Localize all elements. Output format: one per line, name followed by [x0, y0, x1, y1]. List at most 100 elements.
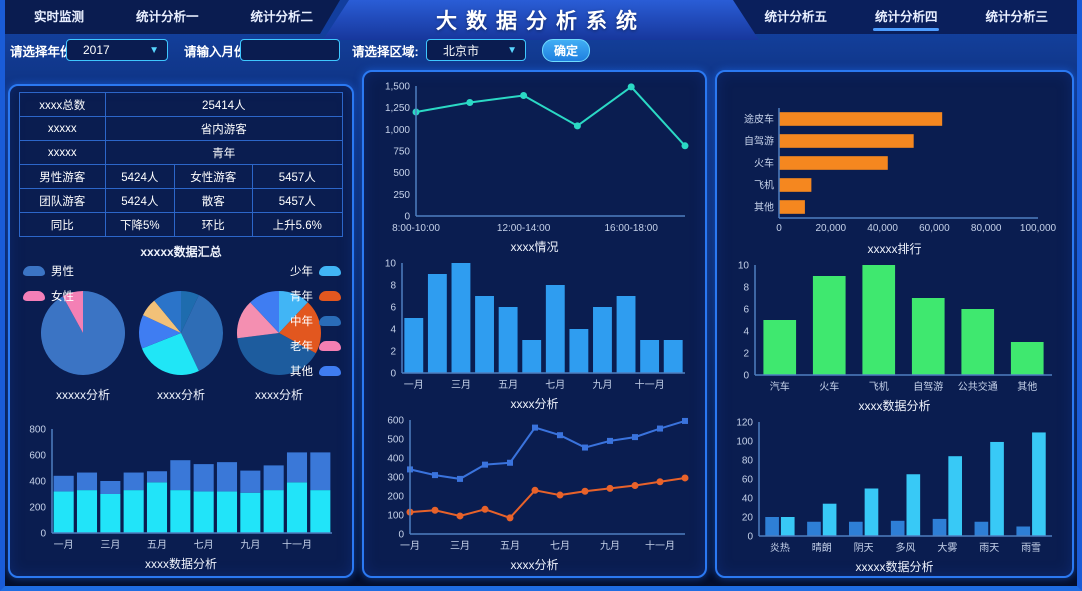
month-input[interactable] — [240, 39, 340, 61]
svg-text:500: 500 — [393, 168, 410, 179]
svg-text:6: 6 — [390, 303, 396, 314]
nav-group-right: 统计分析五 统计分析四 统计分析三 — [764, 0, 1048, 34]
svg-text:火车: 火车 — [819, 380, 839, 393]
table-cell: xxxxx — [20, 141, 106, 165]
gender-pie — [40, 290, 126, 376]
svg-text:4: 4 — [743, 327, 749, 338]
female-legend-chip — [23, 291, 45, 301]
svg-text:三月: 三月 — [451, 379, 471, 391]
svg-text:60,000: 60,000 — [919, 223, 950, 234]
gender-legend: 男性 女性 — [23, 263, 74, 304]
svg-text:七月: 七月 — [545, 379, 565, 391]
svg-text:晴朗: 晴朗 — [812, 541, 832, 554]
nav-group-left: 实时监测 统计分析一 统计分析二 — [34, 0, 313, 34]
svg-text:4: 4 — [390, 325, 396, 336]
year-select[interactable]: 2017 ▼ — [66, 39, 168, 61]
svg-text:1,500: 1,500 — [385, 82, 410, 93]
age-pie — [236, 290, 322, 376]
svg-text:400: 400 — [387, 454, 404, 465]
table-cell: 青年 — [105, 141, 343, 165]
table-cell: 同比 — [20, 213, 106, 237]
region-select-value: 北京市 — [443, 43, 480, 58]
table-cell: 女性游客 — [175, 165, 253, 189]
svg-text:一月: 一月 — [400, 540, 420, 552]
nav-item-stats-5[interactable]: 统计分析五 — [764, 10, 827, 24]
pie-label: xxxx分析 — [156, 388, 205, 402]
month-input-label: 请输入月份: — [184, 45, 251, 59]
svg-text:雨天: 雨天 — [979, 543, 999, 554]
svg-text:10: 10 — [385, 259, 397, 270]
monthly-bar-chart-block: 0 2 4 6 8 10 一月 三月 五月 七月 九月 十一月 xxxx分析 — [373, 255, 696, 412]
svg-text:三月: 三月 — [100, 539, 120, 551]
table-cell: 5424人 — [105, 165, 176, 189]
monthly-bar-chart: 0 2 4 6 8 10 一月 三月 五月 七月 九月 十一月 — [372, 255, 697, 393]
app-title: 大数据分析系统 — [436, 10, 646, 33]
svg-text:自驾游: 自驾游 — [913, 380, 943, 393]
table-cell: 省内游客 — [105, 117, 343, 141]
rank-hbar-chart-block: 途皮车 自驾游 火车 飞机 其他 0 20,000 40,000 60,000 80,000 100… — [726, 78, 1063, 257]
region-select-label: 请选择区域: — [352, 45, 419, 59]
table-cell: 5424人 — [105, 189, 176, 213]
table-cell: 上升5.6% — [252, 213, 343, 237]
nav-item-stats-1[interactable]: 统计分析一 — [136, 10, 199, 24]
nav-item-stats-4[interactable]: 统计分析四 — [875, 0, 938, 34]
young-legend-chip — [319, 291, 341, 301]
legend-item: 其他 — [290, 363, 341, 379]
svg-text:80,000: 80,000 — [971, 223, 1002, 234]
left-panel: xxxx总数 25414人 xxxxx 省内游客 xxxxx 青年 男性游客 5… — [8, 84, 354, 578]
male-legend-chip — [23, 266, 45, 276]
svg-text:三月: 三月 — [450, 540, 470, 552]
time-trend-chart-block: 0 250 500 750 1,000 1,250 1,500 8:00-10:00 12:00… — [373, 78, 696, 255]
svg-text:0: 0 — [747, 532, 753, 543]
nav-item-realtime[interactable]: 实时监测 — [34, 10, 85, 24]
svg-text:400: 400 — [29, 477, 46, 488]
chart-title: xxxx数据分析 — [858, 399, 931, 413]
table-cell: 团队游客 — [20, 189, 106, 213]
svg-text:800: 800 — [29, 425, 46, 436]
confirm-button[interactable]: 确定 — [542, 39, 590, 62]
nav-item-stats-2[interactable]: 统计分析二 — [250, 10, 314, 24]
svg-text:10: 10 — [738, 261, 750, 272]
svg-text:五月: 五月 — [498, 379, 518, 391]
pie-section: xxxxx数据汇总 男性 女性 少年 青年 — [19, 239, 343, 417]
middle-panel: 0 250 500 750 1,000 1,250 1,500 8:00-10:00 12:00… — [362, 70, 707, 578]
legend-item: 青年 — [290, 288, 341, 304]
svg-text:1,000: 1,000 — [385, 125, 410, 136]
chart-title: xxxxx排行 — [867, 242, 922, 256]
svg-text:七月: 七月 — [550, 540, 570, 552]
right-panel: 途皮车 自驾游 火车 飞机 其他 0 20,000 40,000 60,000 80,000 100… — [715, 70, 1074, 578]
svg-text:600: 600 — [29, 451, 46, 462]
pie-row: xxxxx分析 xxxx分析 xxxx分析 — [19, 290, 343, 403]
svg-text:五月: 五月 — [500, 540, 520, 552]
legend-label: 老年 — [290, 341, 313, 353]
middle-age-legend-chip — [319, 316, 341, 326]
svg-text:多风: 多风 — [896, 541, 916, 554]
svg-text:8: 8 — [743, 283, 749, 294]
legend-item: 中年 — [290, 313, 341, 329]
time-trend-chart: 0 250 500 750 1,000 1,250 1,500 8:00-10:00 12:00… — [372, 78, 697, 236]
youth-legend-chip — [319, 266, 341, 276]
svg-text:60: 60 — [742, 475, 754, 486]
svg-text:120: 120 — [736, 418, 753, 429]
svg-text:200: 200 — [29, 503, 46, 514]
pie-col: xxxx分析 — [231, 290, 327, 403]
svg-text:0: 0 — [390, 369, 396, 380]
dual-line-chart: 0 100 200 300 400 500 600 一月 三月 五月 七月 九月 十一月 — [372, 412, 697, 554]
nav-item-stats-3[interactable]: 统计分析三 — [985, 10, 1048, 24]
svg-text:250: 250 — [393, 190, 410, 201]
legend-label: 女性 — [51, 291, 74, 303]
svg-text:0: 0 — [743, 371, 749, 382]
svg-text:300: 300 — [387, 473, 404, 484]
region-select[interactable]: 北京市 ▼ — [426, 39, 526, 61]
pie-col: xxxxx分析 — [35, 290, 131, 403]
pie-section-title: xxxxx数据汇总 — [140, 245, 222, 259]
svg-text:12:00-14:00: 12:00-14:00 — [497, 223, 551, 234]
svg-text:100,000: 100,000 — [1020, 223, 1057, 234]
table-cell: 散客 — [175, 189, 253, 213]
monthly-stacked-chart: 0 200 400 600 800 一月 三月 五月 七月 九月 十一月 — [18, 421, 344, 553]
transport-bar-chart-block: 0 2 4 6 8 10 汽车 火车 飞机 自驾游 公共交通 其他 xxxx数据分析 — [726, 257, 1063, 414]
svg-text:自驾游: 自驾游 — [744, 135, 774, 148]
chevron-down-icon: ▼ — [507, 44, 517, 56]
svg-text:2: 2 — [743, 349, 749, 360]
svg-text:0: 0 — [398, 530, 404, 541]
